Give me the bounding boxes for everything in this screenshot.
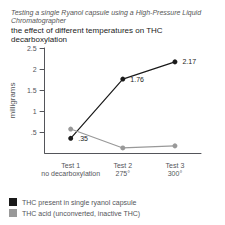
svg-text:2.5: 2.5 xyxy=(27,45,37,52)
svg-text:1: 1 xyxy=(33,108,37,115)
svg-text:Test 1: Test 1 xyxy=(61,162,80,169)
svg-text:decarboxylation: decarboxylation xyxy=(11,35,67,44)
svg-text:Testing a single Ryanol capsul: Testing a single Ryanol capsule using a … xyxy=(11,9,203,17)
svg-text:1.76: 1.76 xyxy=(130,76,144,83)
svg-text:2.17: 2.17 xyxy=(182,58,196,65)
svg-text:.35: .35 xyxy=(78,135,88,142)
svg-text:THC acid (unconverted, inactiv: THC acid (unconverted, inactive THC) xyxy=(22,210,140,218)
svg-text:.5: .5 xyxy=(31,129,37,136)
svg-text:milligrams: milligrams xyxy=(8,83,17,119)
svg-text:no decarboxylation: no decarboxylation xyxy=(41,170,100,178)
svg-text:Test 3: Test 3 xyxy=(166,162,185,169)
svg-text:Chromatographer: Chromatographer xyxy=(11,17,67,25)
svg-text:Test 2: Test 2 xyxy=(113,162,132,169)
svg-text:1.5: 1.5 xyxy=(27,87,37,94)
svg-text:THC present in single ryanol c: THC present in single ryanol capsule xyxy=(22,199,136,207)
svg-text:300°: 300° xyxy=(168,170,183,177)
svg-text:275°: 275° xyxy=(116,170,131,177)
svg-text:the effect of different temper: the effect of different temperatures on … xyxy=(11,26,165,35)
svg-text:2: 2 xyxy=(33,66,37,73)
